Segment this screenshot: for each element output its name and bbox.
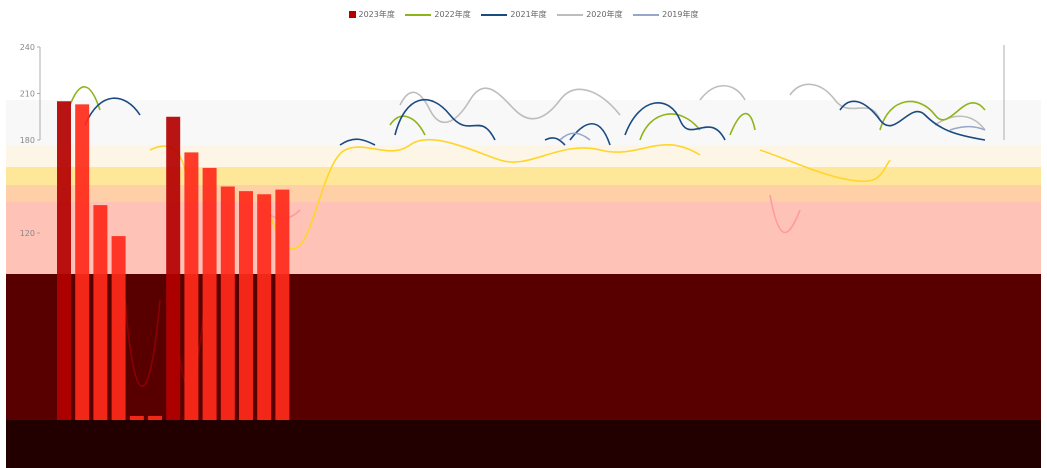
band-darkest	[6, 420, 1041, 468]
curve-2021	[84, 97, 986, 146]
legend-item-2019[interactable]: 2019年度	[633, 9, 698, 20]
curve-2022	[69, 86, 986, 141]
band-light	[6, 100, 1041, 145]
bar-2023[interactable]	[75, 104, 90, 420]
legend-swatch-2022	[405, 13, 432, 16]
legend-swatch-2020	[557, 13, 584, 16]
band-yellow	[6, 167, 1041, 185]
legend-item-2023[interactable]: 2023年度	[348, 9, 395, 20]
bar-2023[interactable]	[148, 415, 162, 420]
legend-label-2022: 2022年度	[434, 10, 471, 19]
bar-2023[interactable]	[202, 167, 217, 420]
band-dark	[6, 274, 1041, 420]
bar-2023[interactable]	[257, 194, 272, 420]
bar-2023[interactable]	[239, 191, 253, 420]
y-tick-label: 240	[20, 43, 35, 52]
legend-label-2021: 2021年度	[510, 10, 547, 19]
y-axis: 120 180 210 240	[20, 43, 1005, 238]
legend-label-2023: 2023年度	[358, 10, 395, 19]
band-cream	[6, 145, 1041, 167]
legend-swatch-2023	[348, 11, 356, 18]
legend-item-2021[interactable]: 2021年度	[481, 9, 547, 20]
legend-label-2020: 2020年度	[586, 10, 623, 19]
bar-2023[interactable]	[184, 152, 199, 420]
y-tick-label: 180	[20, 136, 35, 145]
legend-label-2019: 2019年度	[662, 10, 699, 19]
legend-swatch-2021	[481, 13, 508, 16]
band-pink	[6, 202, 1041, 274]
legend-item-2022[interactable]: 2022年度	[405, 9, 471, 20]
bar-2023[interactable]	[129, 416, 144, 420]
legend-swatch-2019	[633, 13, 660, 16]
y-tick-label: 210	[20, 90, 35, 99]
bar-2023[interactable]	[57, 101, 71, 420]
bar-2023[interactable]	[166, 116, 181, 420]
band-peach	[6, 185, 1041, 202]
curve-2019	[559, 125, 986, 141]
y-tick-label: 120	[20, 229, 35, 238]
legend-item-2020[interactable]: 2020年度	[557, 9, 623, 20]
bar-2023[interactable]	[220, 186, 235, 421]
bar-2023[interactable]	[111, 236, 126, 420]
bar-2023[interactable]	[275, 189, 290, 420]
curve-2020	[399, 83, 986, 131]
legend: 2023年度 2022年度 2021年度 2020年度 2019年度	[0, 9, 1047, 20]
bar-2023[interactable]	[93, 205, 108, 420]
bars-2023	[57, 101, 290, 421]
